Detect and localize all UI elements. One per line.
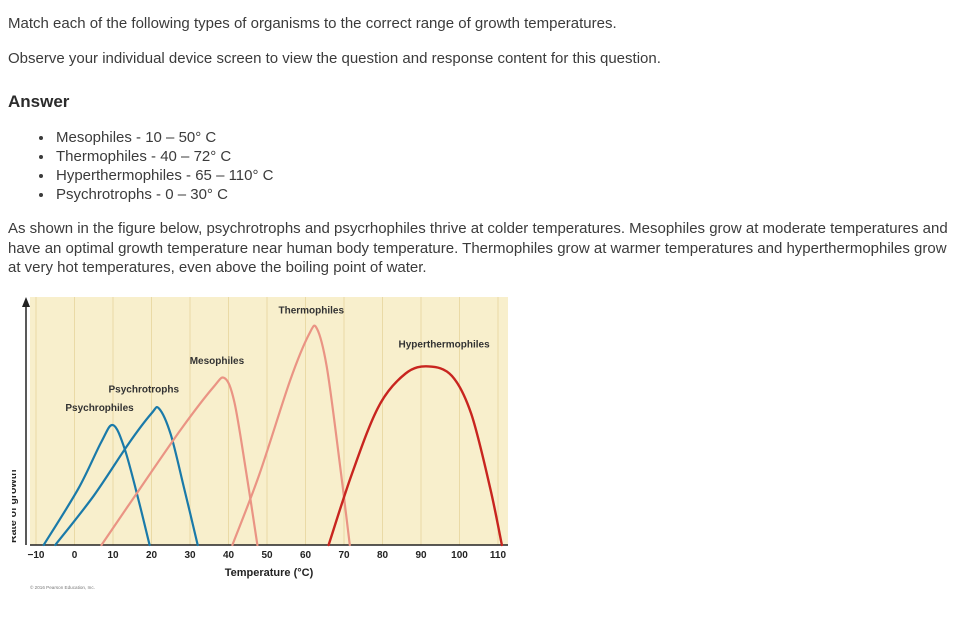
curve-hyperthermophiles (327, 364, 504, 546)
answer-item-mesophiles: Mesophiles - 10 – 50° C (54, 128, 967, 147)
growth-temperature-chart: Rate of growth −10 0 10 20 30 40 50 60 70 80 90 100 1… (7, 296, 508, 590)
curve-thermophiles (231, 324, 351, 546)
answer-heading: Answer (8, 92, 70, 111)
x-axis-label: Temperature (°C) (225, 567, 314, 579)
answer-item-thermophiles: Thermophiles - 40 – 72° C (54, 147, 967, 166)
x-tick-label: 80 (377, 550, 389, 561)
x-tick-label: 60 (300, 550, 312, 561)
answer-item-hyperthermophiles: Hyperthermophiles - 65 – 110° C (54, 166, 967, 185)
y-axis-label: Rate of growth (12, 469, 19, 543)
x-tick-label: 20 (146, 550, 158, 561)
answer-list: Mesophiles - 10 – 50° C Thermophiles - 4… (8, 128, 967, 204)
x-tick-label: 30 (184, 550, 196, 561)
curve-label-hyperthermophiles: Hyperthermophiles (399, 339, 491, 350)
curve-label-thermophiles: Thermophiles (278, 305, 344, 316)
x-tick-label: −10 (28, 550, 45, 561)
curve-label-mesophiles: Mesophiles (190, 356, 245, 367)
curve-psychrophiles (42, 423, 151, 546)
answer-item-psychrotrophs: Psychrotrophs - 0 – 30° C (54, 185, 967, 204)
curve-mesophiles (100, 375, 259, 546)
plot-background (30, 296, 508, 545)
growth-temperature-figure: Rate of growth −10 0 10 20 30 40 50 60 70 80 90 100 1… (7, 295, 967, 597)
question-prompt: Match each of the following types of org… (8, 15, 617, 32)
figure-credit: © 2016 Pearson Education, Inc. (30, 584, 95, 590)
x-tick-label: 110 (490, 550, 507, 561)
question-note: Observe your individual device screen to… (8, 49, 661, 67)
x-tick-label: 90 (415, 550, 427, 561)
x-tick-label: 100 (451, 550, 468, 561)
x-tick-label: 50 (261, 550, 273, 561)
answer-explanation: As shown in the figure below, psychrotro… (8, 220, 948, 276)
x-tick-label: 40 (223, 550, 235, 561)
x-tick-label: 70 (338, 550, 350, 561)
x-tick-label: 10 (107, 550, 119, 561)
y-axis-arrowhead (22, 296, 30, 307)
curve-label-psychrophiles: Psychrophiles (65, 403, 134, 414)
curve-psychrotrophs (54, 405, 199, 546)
curve-label-psychrotrophs: Psychrotrophs (109, 384, 180, 395)
x-tick-label: 0 (72, 550, 78, 561)
